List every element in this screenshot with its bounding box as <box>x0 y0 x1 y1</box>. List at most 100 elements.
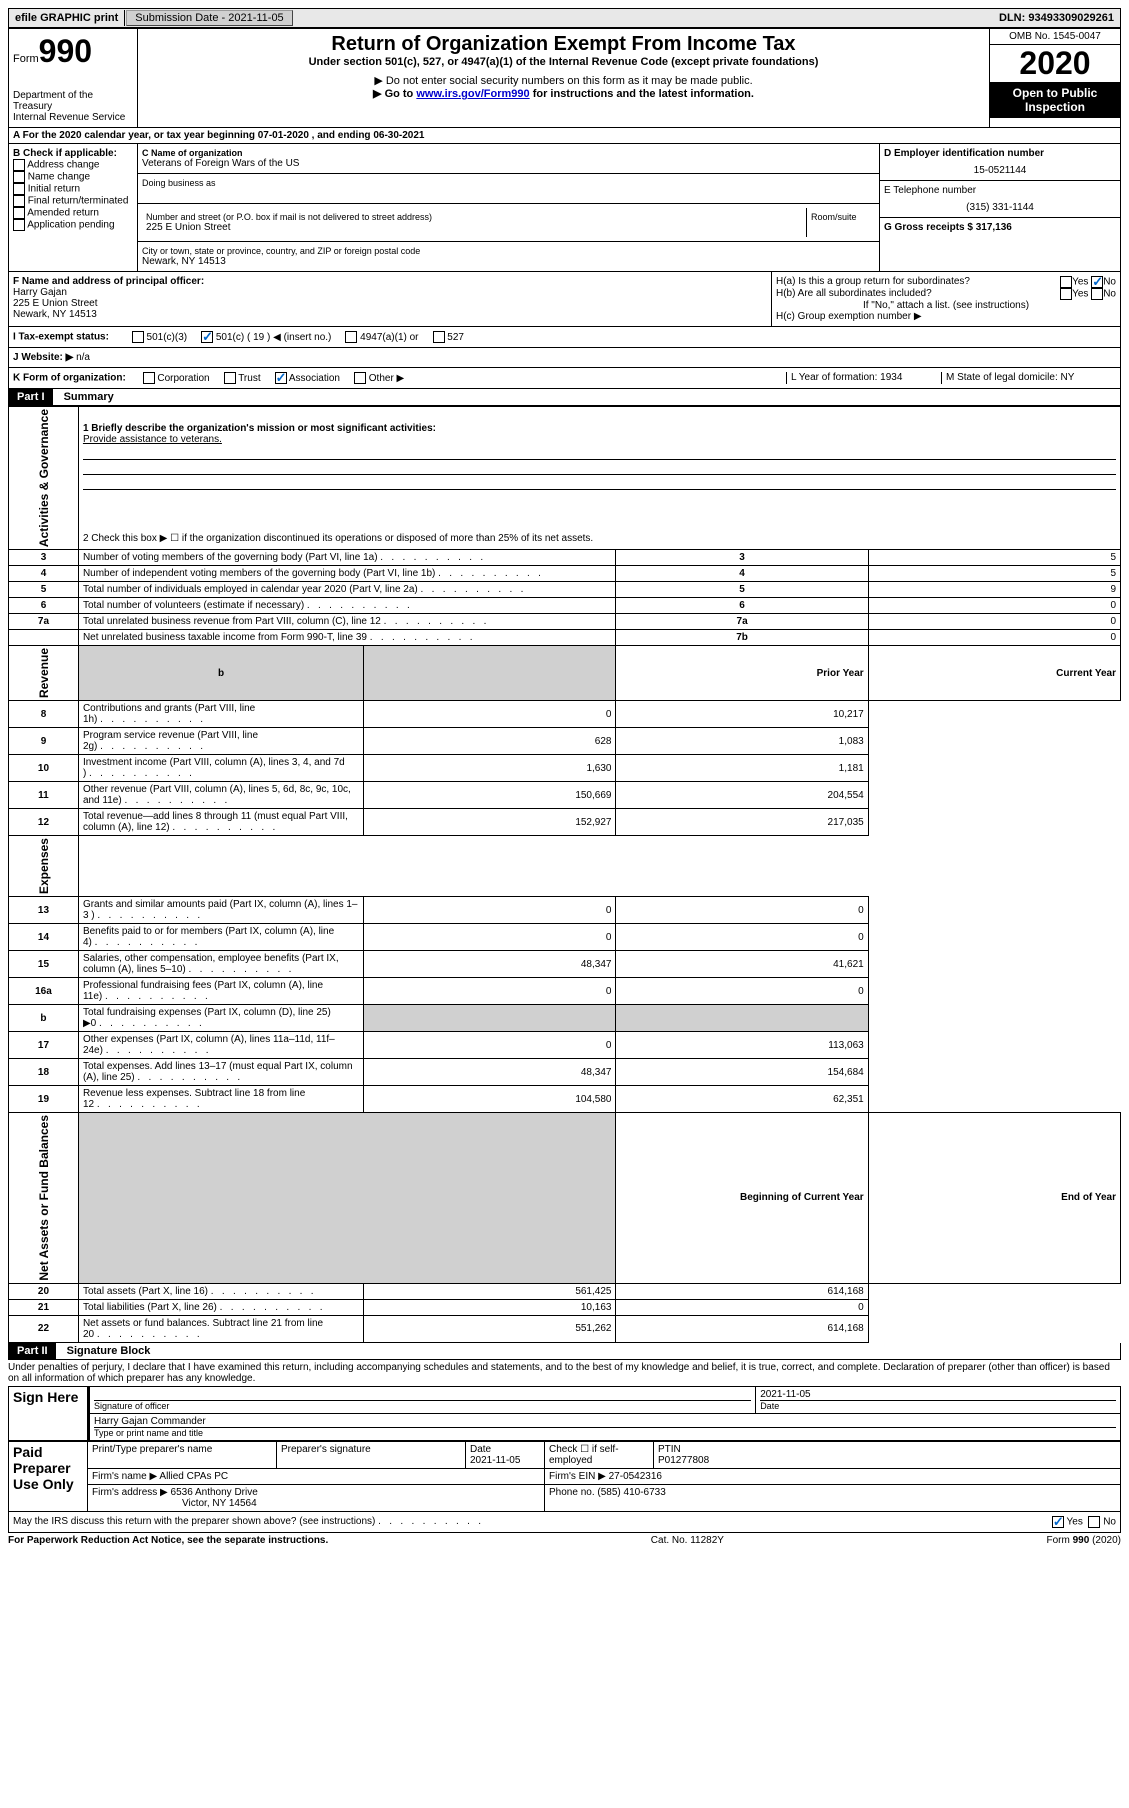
line-text: Total fundraising expenses (Part IX, col… <box>78 1005 363 1032</box>
checkbox-item: Initial return <box>13 183 133 195</box>
checkbox[interactable] <box>13 183 25 195</box>
line-text: Investment income (Part VIII, column (A)… <box>78 755 363 782</box>
line-text: Total liabilities (Part X, line 26) <box>78 1299 363 1315</box>
side-governance: Activities & Governance <box>9 407 79 550</box>
firm-addr-label: Firm's address ▶ <box>92 1487 168 1498</box>
footer: For Paperwork Reduction Act Notice, see … <box>8 1533 1121 1546</box>
part1-badge: Part I <box>9 389 53 405</box>
current-value: 614,168 <box>616 1283 868 1299</box>
paperwork-notice: For Paperwork Reduction Act Notice, see … <box>8 1535 328 1546</box>
org-form-check[interactable] <box>275 372 287 384</box>
current-value: 0 <box>616 978 868 1005</box>
city-value: Newark, NY 14513 <box>142 256 875 267</box>
checkbox[interactable] <box>13 219 25 231</box>
line-label: 7b <box>616 630 868 646</box>
signature-table: Sign Here Signature of officer 2021-11-0… <box>8 1386 1121 1441</box>
ha-no-check[interactable] <box>1091 276 1103 288</box>
line-text: Benefits paid to or for members (Part IX… <box>78 924 363 951</box>
line-text: Total expenses. Add lines 13–17 (must eq… <box>78 1059 363 1086</box>
current-value: 0 <box>616 897 868 924</box>
tax-status-check[interactable] <box>201 331 213 343</box>
checkbox[interactable] <box>13 207 25 219</box>
checkbox-item: Amended return <box>13 207 133 219</box>
row-form-org: K Form of organization: Corporation Trus… <box>8 368 1121 389</box>
line-text: Revenue less expenses. Subtract line 18 … <box>78 1086 363 1113</box>
row-tax-exempt: I Tax-exempt status: 501(c)(3) 501(c) ( … <box>8 327 1121 348</box>
prior-value: 0 <box>364 924 616 951</box>
current-value: 154,684 <box>616 1059 868 1086</box>
line-num: 9 <box>9 728 79 755</box>
self-employed-check[interactable]: Check ☐ if self-employed <box>545 1441 654 1468</box>
discuss-no-check[interactable] <box>1088 1516 1100 1528</box>
org-name: Veterans of Foreign Wars of the US <box>142 158 875 169</box>
line-num: 11 <box>9 782 79 809</box>
efile-label: efile GRAPHIC print <box>9 10 125 26</box>
line-num: 17 <box>9 1032 79 1059</box>
part1-header-row: Part I Summary <box>8 389 1121 406</box>
line-value: 5 <box>868 566 1120 582</box>
preparer-table: Paid Preparer Use Only Print/Type prepar… <box>8 1441 1121 1512</box>
current-value: 62,351 <box>616 1086 868 1113</box>
line-text: Total unrelated business revenue from Pa… <box>78 614 616 630</box>
prior-year-header: Prior Year <box>616 646 868 701</box>
checkbox[interactable] <box>13 159 25 171</box>
tax-status-check[interactable] <box>132 331 144 343</box>
prior-value: 0 <box>364 701 616 728</box>
part2-title: Signature Block <box>59 1343 159 1359</box>
line-text: Net assets or fund balances. Subtract li… <box>78 1315 363 1342</box>
line-text: Total number of individuals employed in … <box>78 582 616 598</box>
officer-city: Newark, NY 14513 <box>13 309 97 320</box>
line-text: Contributions and grants (Part VIII, lin… <box>78 701 363 728</box>
officer-print-name: Harry Gajan Commander <box>94 1416 1116 1427</box>
firm-ein-label: Firm's EIN ▶ <box>549 1471 606 1482</box>
street-label: Number and street (or P.O. box if mail i… <box>146 212 802 222</box>
summary-table: Activities & Governance 1 Briefly descri… <box>8 406 1121 1343</box>
discuss-label: May the IRS discuss this return with the… <box>13 1516 481 1528</box>
ha-yes-check[interactable] <box>1060 276 1072 288</box>
cat-no: Cat. No. 11282Y <box>651 1535 724 1546</box>
current-value: 204,554 <box>616 782 868 809</box>
hb-yes-check[interactable] <box>1060 288 1072 300</box>
h-a-label: H(a) Is this a group return for subordin… <box>776 276 970 288</box>
officer-label: F Name and address of principal officer: <box>13 276 204 287</box>
current-value: 113,063 <box>616 1032 868 1059</box>
line-num: 10 <box>9 755 79 782</box>
prep-name-label: Print/Type preparer's name <box>88 1441 277 1468</box>
checkbox[interactable] <box>13 195 25 207</box>
line-label: 4 <box>616 566 868 582</box>
hb-no-check[interactable] <box>1091 288 1103 300</box>
dln-label: DLN: 93493309029261 <box>993 10 1120 26</box>
tax-status-check[interactable] <box>433 331 445 343</box>
city-label: City or town, state or province, country… <box>142 246 875 256</box>
line-num: 13 <box>9 897 79 924</box>
line-value: 0 <box>868 630 1120 646</box>
website-value: n/a <box>76 352 90 363</box>
end-year-header: End of Year <box>868 1113 1120 1284</box>
line-num: 14 <box>9 924 79 951</box>
submission-date-button[interactable]: Submission Date - 2021-11-05 <box>126 10 292 26</box>
form-label: Form <box>13 53 39 65</box>
org-form-check[interactable] <box>354 372 366 384</box>
tax-status-check[interactable] <box>345 331 357 343</box>
line-text: Net unrelated business taxable income fr… <box>78 630 616 646</box>
line-num: 6 <box>9 598 79 614</box>
line-text: Total assets (Part X, line 16) <box>78 1283 363 1299</box>
current-value: 0 <box>616 924 868 951</box>
prior-value: 0 <box>364 1032 616 1059</box>
org-form-check[interactable] <box>143 372 155 384</box>
discuss-yes-check[interactable] <box>1052 1516 1064 1528</box>
discuss-row: May the IRS discuss this return with the… <box>8 1512 1121 1533</box>
checkbox[interactable] <box>13 171 25 183</box>
line-num: 3 <box>9 550 79 566</box>
org-form-check[interactable] <box>224 372 236 384</box>
line-num: 12 <box>9 809 79 836</box>
officer-name: Harry Gajan <box>13 287 67 298</box>
officer-street: 225 E Union Street <box>13 298 98 309</box>
note-ssn: ▶ Do not enter social security numbers o… <box>142 74 985 87</box>
current-value: 1,181 <box>616 755 868 782</box>
firm-ein-value: 27-0542316 <box>609 1471 662 1482</box>
firm-city-value: Victor, NY 14564 <box>182 1498 257 1509</box>
form990-link[interactable]: www.irs.gov/Form990 <box>416 88 529 100</box>
line-num: 18 <box>9 1059 79 1086</box>
line-num: 5 <box>9 582 79 598</box>
